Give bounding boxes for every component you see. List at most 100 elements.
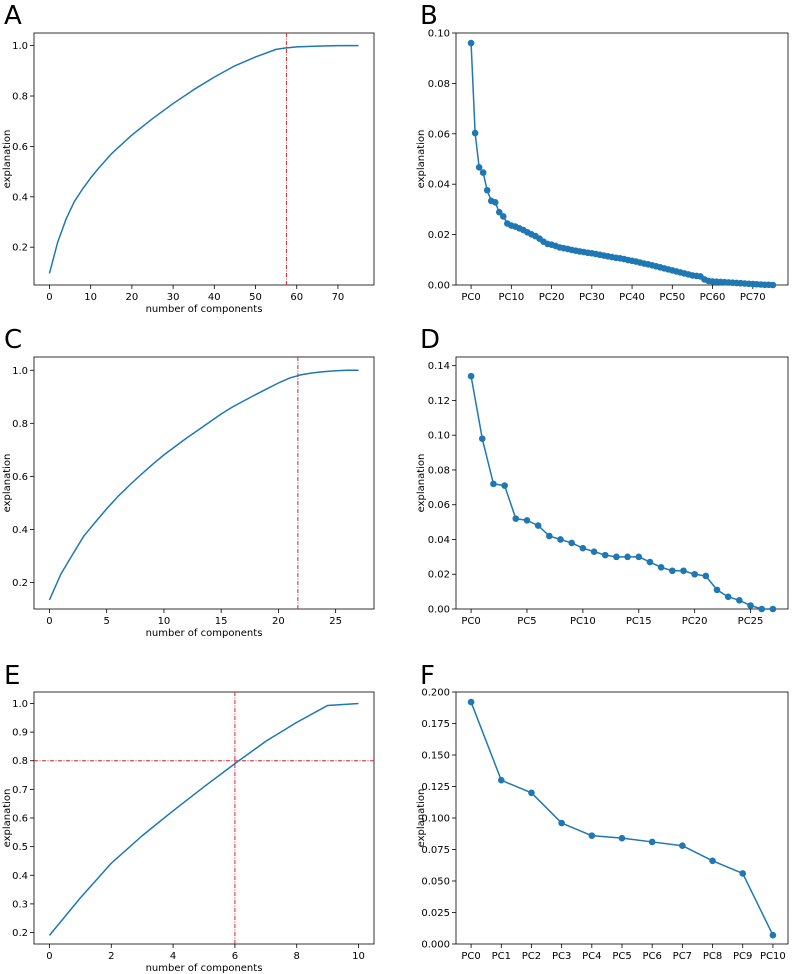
- x-tick-label: PC0: [461, 616, 480, 627]
- y-tick-label: 0.8: [12, 756, 28, 767]
- series-line: [470, 375, 773, 610]
- panel-f: F 0.000 0.025 0.050 0.075 0.100 0.125 0.150 0.17…: [416, 661, 789, 962]
- x-tick-label: 50: [249, 292, 262, 303]
- y-tick-label: 0.04: [428, 180, 450, 191]
- y-tick-label: 1.0: [12, 41, 28, 52]
- data-point: [618, 834, 626, 842]
- y-tick-label: 0.100: [421, 814, 450, 825]
- x-tick-label: PC3: [552, 951, 571, 962]
- x-tick-label: 10: [352, 951, 365, 962]
- data-point: [479, 169, 487, 176]
- x-tick-label: 0: [46, 616, 52, 627]
- y-tick-label: 0.150: [421, 751, 450, 762]
- y-tick-label: 1.0: [12, 366, 28, 377]
- y-tick-label: 0.000: [421, 940, 450, 951]
- y-tick-label: 0.075: [421, 845, 450, 856]
- y-axis-label: explanation: [416, 130, 427, 189]
- panel-letter: C: [4, 325, 22, 355]
- y-axis-label: explanation: [2, 130, 13, 189]
- data-point: [467, 39, 475, 47]
- data-point: [624, 553, 631, 561]
- y-tick-label: 0.4: [12, 525, 28, 536]
- x-tick-label: PC40: [619, 292, 645, 303]
- y-tick-label: 0.200: [421, 688, 450, 699]
- series-line: [470, 701, 774, 936]
- data-point: [495, 208, 503, 216]
- series-line: [48, 702, 359, 936]
- data-point: [475, 164, 483, 171]
- y-tick-label: 0.4: [12, 871, 28, 882]
- data-point: [557, 536, 564, 543]
- x-tick-label: PC50: [659, 292, 685, 303]
- data-point: [483, 186, 491, 194]
- data-point: [713, 586, 721, 594]
- y-tick-label: 0.050: [421, 877, 450, 888]
- panel-letter: D: [420, 325, 440, 355]
- y-tick-label: 0.2: [12, 928, 28, 939]
- y-tick-label: 0.00: [428, 605, 450, 616]
- y-tick-label: 0.10: [428, 431, 450, 442]
- y-tick-label: 0.02: [428, 570, 450, 581]
- y-tick-label: 0.00: [428, 281, 450, 292]
- x-axis-label: number of components: [146, 963, 263, 974]
- data-point: [523, 517, 531, 524]
- axes-frame: [455, 691, 789, 945]
- x-tick-label: PC60: [700, 292, 726, 303]
- data-point: [691, 570, 698, 578]
- x-tick-label: 40: [208, 292, 221, 303]
- data-point: [579, 544, 587, 552]
- x-tick-label: PC10: [760, 951, 786, 962]
- data-point: [747, 602, 754, 609]
- data-point: [613, 553, 620, 561]
- y-axis-label: explanation: [416, 789, 427, 848]
- data-point: [534, 522, 542, 529]
- panel-c: C 0.2 0.4 0.6 0.8 1.0 0 5 10 15 20 25 number of comp…: [2, 325, 375, 639]
- x-tick-label: 5: [104, 616, 110, 627]
- y-tick-label: 1.0: [12, 699, 28, 710]
- data-point: [497, 776, 505, 784]
- data-point: [669, 567, 676, 575]
- x-tick-label: PC7: [673, 951, 692, 962]
- y-tick-label: 0.6: [12, 142, 28, 153]
- x-tick-label: PC5: [517, 616, 536, 627]
- x-tick-label: PC4: [582, 951, 601, 962]
- x-tick-label: 20: [126, 292, 139, 303]
- data-point: [724, 593, 732, 601]
- y-tick-label: 0.02: [428, 230, 450, 241]
- y-axis-label: explanation: [2, 454, 13, 513]
- data-point: [739, 870, 747, 877]
- data-point: [499, 213, 507, 220]
- x-tick-label: PC2: [522, 951, 541, 962]
- data-point: [657, 563, 665, 571]
- x-tick-label: PC10: [498, 292, 524, 303]
- y-axis-label: explanation: [416, 454, 427, 513]
- y-tick-label: 0.04: [428, 535, 450, 546]
- series-line: [48, 44, 359, 274]
- y-tick-label: 0.4: [12, 192, 28, 203]
- x-tick-label: 0: [46, 292, 52, 303]
- panel-b: B 0.00 0.02 0.04 0.06 0.08 0.10 PC0 PC10 PC20 PC30…: [416, 1, 789, 303]
- x-tick-label: 0: [46, 951, 52, 962]
- y-tick-label: 0.7: [12, 785, 28, 796]
- x-tick-label: PC6: [642, 951, 661, 962]
- y-tick-label: 0.6: [12, 814, 28, 825]
- panel-letter: F: [420, 661, 435, 691]
- y-axis-label: explanation: [2, 789, 13, 848]
- y-tick-label: 0.08: [428, 465, 450, 476]
- x-tick-label: PC0: [461, 292, 480, 303]
- panel-d: D 0.00 0.02 0.04 0.06 0.08 0.10 0.12 0.14 PC0 PC5 P…: [416, 325, 789, 627]
- data-point: [490, 480, 497, 488]
- x-tick-label: PC20: [539, 292, 565, 303]
- data-point: [568, 539, 575, 547]
- x-tick-label: 10: [84, 292, 97, 303]
- data-point: [709, 857, 716, 865]
- data-point: [702, 572, 710, 580]
- x-tick-label: PC10: [570, 616, 596, 627]
- x-tick-label: PC1: [492, 951, 511, 962]
- panel-e: E 0.2 0.3 0.4 0.5 0.6 0.7 0.8 0.9 1.0 0 2 4 6 8 10 numbe…: [2, 661, 375, 974]
- x-tick-label: PC9: [733, 951, 752, 962]
- data-point: [588, 832, 596, 839]
- x-tick-label: 20: [272, 616, 285, 627]
- series-line: [470, 43, 773, 286]
- x-tick-label: 8: [294, 951, 300, 962]
